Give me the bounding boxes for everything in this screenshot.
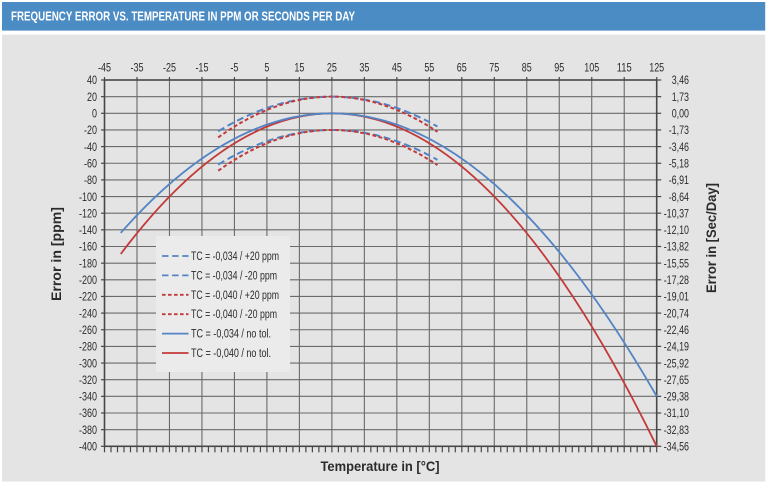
svg-text:-5,18: -5,18 bbox=[669, 156, 690, 170]
svg-text:125: 125 bbox=[649, 61, 664, 75]
svg-text:25: 25 bbox=[327, 61, 337, 75]
svg-text:TC = -0,040 / +20 ppm: TC = -0,040 / +20 ppm bbox=[191, 290, 279, 302]
svg-text:0: 0 bbox=[92, 107, 97, 121]
svg-text:-35: -35 bbox=[130, 61, 143, 75]
svg-text:35: 35 bbox=[359, 61, 369, 75]
svg-text:-5: -5 bbox=[230, 61, 238, 75]
svg-text:-31,10: -31,10 bbox=[664, 406, 690, 420]
svg-text:-180: -180 bbox=[79, 256, 97, 270]
svg-text:1,73: 1,73 bbox=[672, 90, 690, 104]
svg-text:-1,73: -1,73 bbox=[669, 123, 690, 137]
svg-text:-17,28: -17,28 bbox=[664, 273, 690, 287]
svg-text:TC = -0,040 / no tol.: TC = -0,040 / no tol. bbox=[191, 348, 271, 360]
svg-text:15: 15 bbox=[294, 61, 304, 75]
svg-text:0,00: 0,00 bbox=[672, 107, 690, 121]
svg-text:-360: -360 bbox=[79, 406, 97, 420]
svg-text:-240: -240 bbox=[79, 306, 97, 320]
svg-text:-12,10: -12,10 bbox=[664, 223, 690, 237]
svg-text:-380: -380 bbox=[79, 423, 97, 437]
svg-text:-10,37: -10,37 bbox=[664, 206, 690, 220]
svg-text:-340: -340 bbox=[79, 390, 97, 404]
svg-text:-220: -220 bbox=[79, 290, 97, 304]
svg-text:-29,38: -29,38 bbox=[664, 390, 690, 404]
svg-text:-140: -140 bbox=[79, 223, 97, 237]
svg-text:-320: -320 bbox=[79, 373, 97, 387]
svg-text:-280: -280 bbox=[79, 340, 97, 354]
svg-text:-3,46: -3,46 bbox=[669, 140, 690, 154]
svg-text:-19,01: -19,01 bbox=[664, 290, 690, 304]
svg-text:55: 55 bbox=[424, 61, 434, 75]
svg-text:Temperature in [°C]: Temperature in [°C] bbox=[321, 459, 440, 474]
svg-text:FREQUENCY ERROR VS. TEMPERATUR: FREQUENCY ERROR VS. TEMPERATURE IN PPM O… bbox=[11, 10, 356, 24]
svg-text:-80: -80 bbox=[84, 173, 97, 187]
svg-text:-120: -120 bbox=[79, 206, 97, 220]
svg-text:-25,92: -25,92 bbox=[664, 356, 690, 370]
svg-text:115: 115 bbox=[617, 61, 632, 75]
svg-text:105: 105 bbox=[584, 61, 599, 75]
svg-text:-13,82: -13,82 bbox=[664, 240, 690, 254]
svg-text:-160: -160 bbox=[79, 240, 97, 254]
svg-text:45: 45 bbox=[392, 61, 402, 75]
svg-text:-40: -40 bbox=[84, 140, 97, 154]
svg-text:3,46: 3,46 bbox=[672, 73, 690, 87]
svg-text:-32,83: -32,83 bbox=[664, 423, 690, 437]
svg-text:40: 40 bbox=[87, 73, 97, 87]
svg-text:85: 85 bbox=[522, 61, 532, 75]
svg-text:-60: -60 bbox=[84, 156, 97, 170]
svg-text:-15,55: -15,55 bbox=[664, 256, 690, 270]
svg-text:Error in [ppm]: Error in [ppm] bbox=[49, 207, 64, 301]
svg-text:95: 95 bbox=[554, 61, 564, 75]
svg-text:-260: -260 bbox=[79, 323, 97, 337]
svg-text:TC = -0,034 / -20 ppm: TC = -0,034 / -20 ppm bbox=[191, 270, 277, 282]
svg-text:-25: -25 bbox=[163, 61, 176, 75]
svg-text:-200: -200 bbox=[79, 273, 97, 287]
svg-text:75: 75 bbox=[489, 61, 499, 75]
svg-text:65: 65 bbox=[457, 61, 467, 75]
svg-text:TC = -0,034 / +20 ppm: TC = -0,034 / +20 ppm bbox=[191, 251, 279, 263]
svg-text:-300: -300 bbox=[79, 356, 97, 370]
svg-text:-20,74: -20,74 bbox=[664, 306, 690, 320]
svg-text:-100: -100 bbox=[79, 190, 97, 204]
svg-text:TC = -0,034 / no tol.: TC = -0,034 / no tol. bbox=[191, 329, 271, 341]
svg-text:5: 5 bbox=[264, 61, 269, 75]
svg-text:-15: -15 bbox=[195, 61, 208, 75]
svg-text:TC = -0,040 / -20 ppm: TC = -0,040 / -20 ppm bbox=[191, 309, 277, 321]
svg-text:-45: -45 bbox=[98, 61, 111, 75]
svg-text:-34,56: -34,56 bbox=[664, 440, 690, 454]
svg-text:20: 20 bbox=[87, 90, 97, 104]
svg-text:-6,91: -6,91 bbox=[669, 173, 690, 187]
svg-text:Error in [Sec/Day]: Error in [Sec/Day] bbox=[704, 183, 719, 293]
svg-text:-22,46: -22,46 bbox=[664, 323, 690, 337]
svg-text:-400: -400 bbox=[79, 440, 97, 454]
svg-text:-20: -20 bbox=[84, 123, 97, 137]
svg-text:-24,19: -24,19 bbox=[664, 340, 690, 354]
svg-text:-27,65: -27,65 bbox=[664, 373, 690, 387]
svg-text:-8,64: -8,64 bbox=[669, 190, 690, 204]
